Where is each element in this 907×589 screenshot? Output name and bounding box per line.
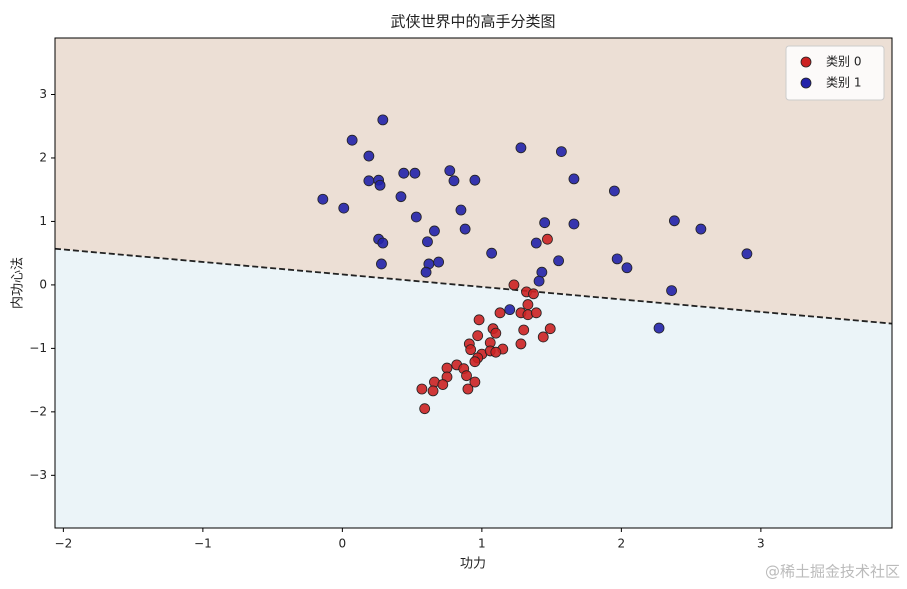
point — [494, 307, 506, 319]
point — [444, 165, 456, 177]
point — [544, 323, 556, 335]
point — [528, 288, 539, 300]
decision-boundary — [54, 247, 893, 325]
point — [416, 383, 428, 395]
point — [518, 324, 530, 336]
point — [490, 327, 502, 339]
point — [422, 236, 433, 248]
point — [433, 256, 445, 268]
y-tick-label: −2 — [29, 404, 47, 418]
point — [608, 185, 620, 197]
point — [437, 379, 449, 390]
x-axis-label: 功力 — [460, 557, 486, 572]
legend-marker — [800, 56, 812, 68]
point — [568, 173, 580, 185]
point — [338, 202, 350, 214]
x-tick-label: 1 — [478, 537, 486, 551]
point — [490, 346, 502, 358]
point — [429, 225, 440, 237]
legend-label: 类别 1 — [826, 76, 861, 90]
point — [363, 175, 375, 187]
point — [504, 304, 516, 316]
point — [409, 167, 421, 179]
point — [668, 215, 680, 227]
point — [469, 356, 481, 368]
region-below — [55, 248, 892, 528]
point — [398, 167, 410, 179]
point — [465, 344, 477, 356]
point — [486, 247, 498, 259]
y-tick-label: −1 — [29, 341, 47, 355]
point — [537, 331, 549, 343]
point — [472, 330, 484, 342]
point — [530, 237, 542, 249]
x-tick-label: −2 — [55, 537, 73, 551]
point — [420, 266, 432, 278]
chart-title: 武侠世界中的高手分类图 — [390, 13, 555, 31]
point — [448, 175, 460, 187]
point — [515, 338, 527, 350]
point — [377, 237, 389, 249]
point — [427, 385, 439, 397]
y-tick-label: 0 — [39, 277, 47, 291]
point — [469, 174, 481, 186]
point — [469, 376, 481, 388]
point — [621, 262, 633, 274]
point — [461, 370, 472, 382]
y-tick-label: 1 — [39, 214, 47, 228]
point — [553, 255, 564, 267]
point — [542, 233, 553, 245]
point — [530, 307, 542, 319]
x-tick-label: 2 — [618, 537, 626, 551]
point — [395, 191, 407, 203]
point — [515, 142, 527, 154]
y-axis-label: 内功心法 — [10, 257, 26, 309]
point — [533, 275, 545, 287]
legend-marker — [800, 77, 812, 89]
point — [410, 211, 422, 223]
point — [536, 266, 548, 278]
y-tick-label: −3 — [29, 468, 47, 482]
point — [376, 258, 387, 270]
point — [455, 204, 467, 216]
point — [653, 322, 665, 334]
x-tick-label: 0 — [339, 537, 347, 551]
watermark: @稀土掘金技术社区 — [765, 563, 900, 581]
point — [611, 253, 623, 265]
legend-label: 类别 0 — [826, 55, 861, 69]
plot-frame — [54, 37, 893, 529]
point — [555, 146, 567, 158]
point — [317, 193, 329, 205]
point — [363, 150, 375, 162]
point — [346, 134, 358, 146]
point — [539, 217, 551, 229]
point — [695, 223, 707, 235]
point — [462, 383, 474, 395]
point — [473, 314, 485, 326]
point — [419, 403, 431, 415]
point — [508, 279, 520, 291]
point — [522, 299, 534, 310]
point — [374, 179, 386, 191]
x-tick-label: −1 — [194, 537, 212, 551]
point — [459, 223, 471, 235]
x-tick-label: 3 — [757, 537, 765, 551]
point — [741, 248, 753, 260]
point — [666, 285, 677, 297]
y-tick-label: 3 — [39, 87, 47, 101]
y-tick-label: 2 — [39, 150, 47, 164]
point — [568, 218, 580, 230]
point — [377, 114, 389, 126]
